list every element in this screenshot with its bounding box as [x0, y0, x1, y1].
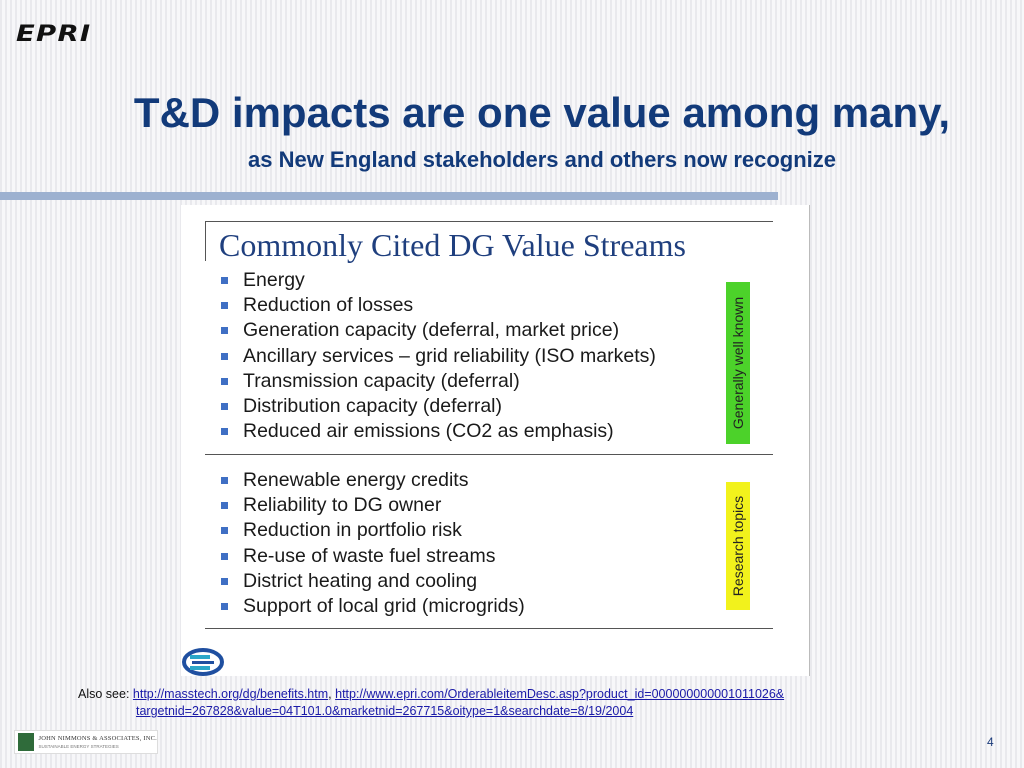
square-bullet-icon: [221, 603, 228, 611]
list-item-label: Reduction in portfolio risk: [243, 519, 462, 542]
square-bullet-icon: [221, 352, 228, 360]
company-name: JOHN NIMMONS & ASSOCIATES, INC.: [38, 735, 157, 742]
title-underline-bar: [0, 192, 778, 200]
group-divider: [205, 454, 773, 455]
masstech-link[interactable]: http://masstech.org/dg/benefits.htm: [132, 687, 329, 701]
list-item: Reliability to DG owner: [219, 493, 525, 518]
list-item-label: Generation capacity (deferral, market pr…: [243, 319, 620, 342]
list-item-label: Renewable energy credits: [243, 469, 469, 491]
square-bullet-icon: [221, 327, 228, 335]
tag-label: Research topics: [730, 495, 747, 597]
also-see-label: Also see:: [78, 687, 130, 701]
john-nimmons-logo: JOHN NIMMONS & ASSOCIATES, INC. SUSTAINA…: [14, 730, 158, 754]
square-bullet-icon: [221, 302, 228, 310]
list-item-label: District heating and cooling: [243, 569, 478, 592]
page-number: 4: [987, 735, 994, 749]
well-known-list: Energy Reduction of losses Generation ca…: [219, 268, 656, 444]
square-bullet-icon: [221, 527, 228, 535]
link-separator: ,: [328, 687, 332, 701]
epri-product-link[interactable]: http://www.epri.com/OrderableitemDesc.as…: [335, 687, 785, 701]
list-item: Ancillary services – grid reliability (I…: [219, 344, 656, 369]
list-item: Reduction of losses: [219, 293, 656, 318]
square-bullet-icon: [221, 477, 228, 484]
list-item-label: Reduction of losses: [243, 294, 414, 317]
square-bullet-icon: [221, 502, 228, 510]
square-bullet-icon: [221, 277, 228, 284]
slide-subtitle: as New England stakeholders and others n…: [247, 147, 837, 172]
square-bullet-icon: [221, 577, 228, 585]
bottom-divider: [205, 628, 773, 629]
square-bullet-icon: [221, 403, 228, 411]
list-item: Transmission capacity (deferral): [219, 369, 656, 394]
list-item-label: Ancillary services – grid reliability (I…: [243, 344, 656, 367]
leaf-mark-icon: [18, 733, 35, 751]
also-see-references: Also see: http://masstech.org/dg/benefit…: [78, 686, 784, 720]
list-item-label: Reliability to DG owner: [243, 494, 442, 517]
square-bullet-icon: [221, 377, 228, 385]
list-item: Renewable energy credits: [219, 468, 525, 493]
generally-well-known-tag: Generally well known: [726, 282, 750, 444]
list-item-label: Energy: [243, 269, 305, 291]
list-item: Energy: [219, 268, 656, 293]
list-item: Reduction in portfolio risk: [219, 518, 525, 543]
research-topics-tag: Research topics: [726, 482, 750, 610]
list-item-label: Distribution capacity (deferral): [243, 395, 503, 418]
value-streams-figure: Commonly Cited DG Value Streams Energy R…: [181, 205, 810, 676]
list-item-label: Re-use of waste fuel streams: [243, 544, 496, 567]
list-item: Support of local grid (microgrids): [219, 594, 525, 619]
slide-title: T&D impacts are one value among many,: [133, 89, 951, 136]
epri-product-link-continued[interactable]: targetnid=267828&value=04T101.0&marketni…: [136, 704, 634, 718]
figure-frame-left: [205, 221, 206, 261]
list-item-label: Support of local grid (microgrids): [243, 595, 525, 618]
list-item-label: Reduced air emissions (CO2 as emphasis): [243, 420, 614, 443]
company-tagline: SUSTAINABLE ENERGY STRATEGIES: [38, 744, 119, 749]
list-item: District heating and cooling: [219, 569, 525, 594]
list-item: Generation capacity (deferral, market pr…: [219, 318, 656, 343]
figure-title: Commonly Cited DG Value Streams: [219, 227, 686, 263]
epri-logo: EPRI: [16, 22, 92, 47]
list-item: Reduced air emissions (CO2 as emphasis): [219, 419, 656, 444]
e-circle-logo-icon: [182, 648, 224, 676]
square-bullet-icon: [221, 428, 228, 436]
research-topics-list: Renewable energy credits Reliability to …: [219, 468, 525, 619]
list-item: Distribution capacity (deferral): [219, 394, 656, 419]
list-item: Re-use of waste fuel streams: [219, 544, 525, 569]
square-bullet-icon: [221, 552, 228, 560]
figure-frame-top: [205, 221, 773, 222]
list-item-label: Transmission capacity (deferral): [243, 369, 520, 392]
tag-label: Generally well known: [730, 296, 747, 430]
